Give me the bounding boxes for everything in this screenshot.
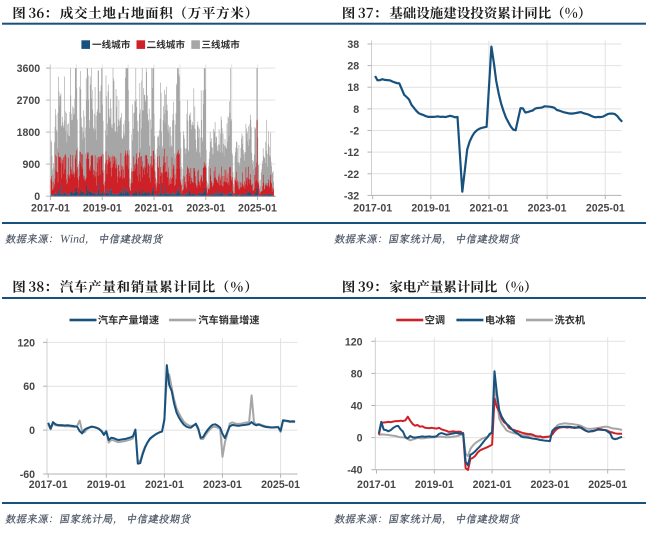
svg-text:120: 120 <box>17 337 35 349</box>
svg-text:2017-01: 2017-01 <box>29 479 68 491</box>
svg-text:120: 120 <box>345 336 363 348</box>
svg-text:2025-01: 2025-01 <box>588 479 627 491</box>
svg-text:-12: -12 <box>344 147 359 159</box>
svg-text:0: 0 <box>34 191 40 203</box>
svg-text:-40: -40 <box>347 465 362 477</box>
svg-text:8: 8 <box>353 104 359 116</box>
svg-text:2023-01: 2023-01 <box>186 203 225 215</box>
svg-text:2023-01: 2023-01 <box>203 479 242 491</box>
svg-text:2017-01: 2017-01 <box>31 203 70 215</box>
svg-text:38: 38 <box>347 39 359 51</box>
svg-text:2021-01: 2021-01 <box>470 203 509 215</box>
svg-text:2023-01: 2023-01 <box>530 479 569 491</box>
svg-text:2017-01: 2017-01 <box>353 203 392 215</box>
svg-text:2019-01: 2019-01 <box>415 479 454 491</box>
svg-text:2025-01: 2025-01 <box>586 203 625 215</box>
svg-text:2019-01: 2019-01 <box>411 203 450 215</box>
svg-text:0: 0 <box>29 425 35 437</box>
svg-text:60: 60 <box>23 381 35 393</box>
svg-text:-22: -22 <box>344 169 359 181</box>
svg-text:40: 40 <box>351 401 363 413</box>
svg-text:1800: 1800 <box>17 127 41 139</box>
svg-text:2017-01: 2017-01 <box>357 479 396 491</box>
svg-text:-2: -2 <box>350 126 360 138</box>
svg-text:28: 28 <box>347 61 359 73</box>
svg-text:18: 18 <box>347 82 359 94</box>
svg-text:-32: -32 <box>344 190 359 202</box>
svg-text:2021-01: 2021-01 <box>473 479 512 491</box>
svg-text:2025-01: 2025-01 <box>261 479 300 491</box>
svg-text:2700: 2700 <box>17 95 41 107</box>
svg-text:0: 0 <box>357 433 363 445</box>
svg-text:2021-01: 2021-01 <box>145 479 184 491</box>
svg-text:3600: 3600 <box>17 63 41 75</box>
svg-text:2019-01: 2019-01 <box>83 203 122 215</box>
svg-text:2023-01: 2023-01 <box>528 203 567 215</box>
svg-text:-60: -60 <box>20 469 35 481</box>
svg-text:2021-01: 2021-01 <box>135 203 174 215</box>
svg-text:80: 80 <box>351 368 363 380</box>
svg-text:2025-01: 2025-01 <box>238 203 277 215</box>
svg-text:2019-01: 2019-01 <box>87 479 126 491</box>
svg-text:900: 900 <box>23 159 41 171</box>
